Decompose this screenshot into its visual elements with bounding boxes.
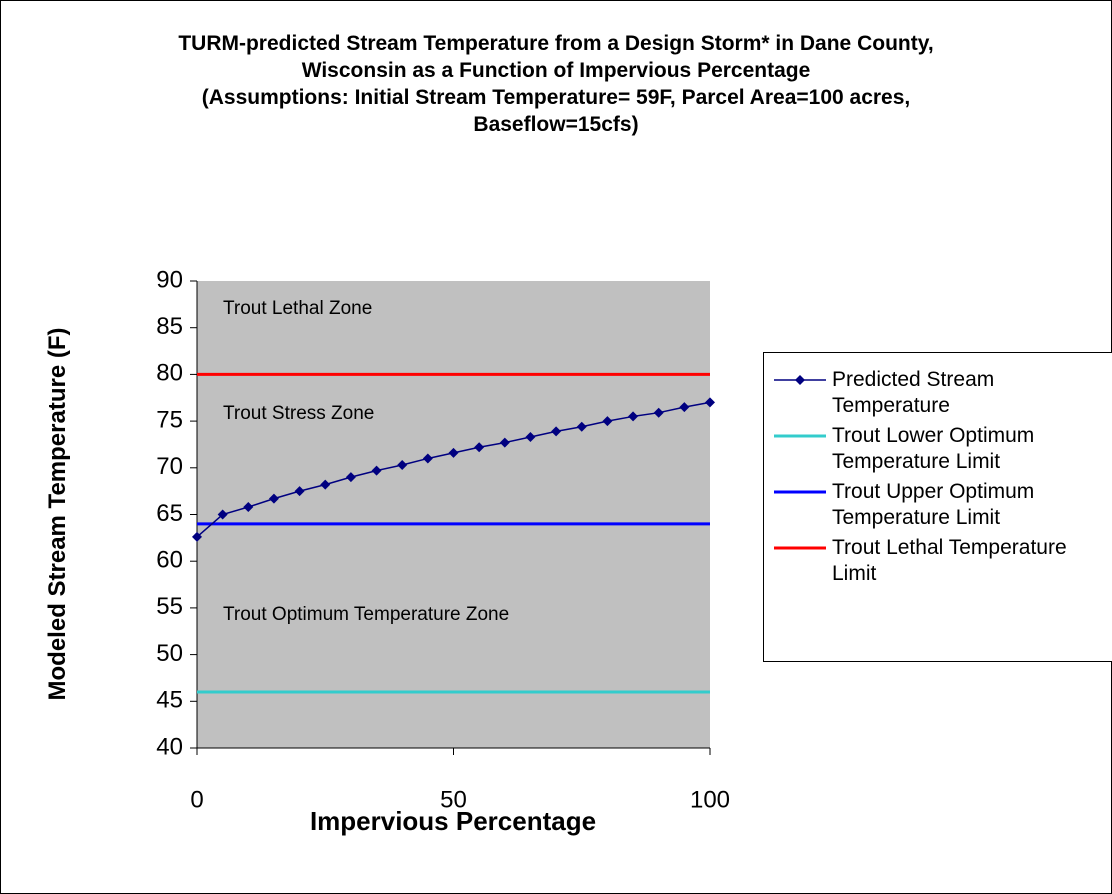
marker xyxy=(448,447,459,458)
plot-area xyxy=(197,281,710,748)
legend-entry: Trout Lethal Temperature Limit xyxy=(772,535,1112,587)
y-tick-label: 80 xyxy=(156,360,183,387)
marker xyxy=(320,479,331,490)
legend-swatch xyxy=(774,375,826,385)
legend-entry: Trout Lower Optimum Temperature Limit xyxy=(772,423,1112,475)
marker xyxy=(422,453,433,464)
marker xyxy=(192,531,202,542)
y-tick-label: 65 xyxy=(156,500,183,527)
marker xyxy=(705,397,715,408)
y-tick-label: 90 xyxy=(156,266,183,293)
legend-marker xyxy=(795,375,805,385)
zone-label: Trout Lethal Zone xyxy=(223,298,372,319)
marker xyxy=(679,402,690,413)
zone-label: Trout Optimum Temperature Zone xyxy=(223,604,509,625)
marker xyxy=(628,411,639,422)
y-tick-label: 70 xyxy=(156,453,183,480)
marker xyxy=(653,407,664,418)
marker xyxy=(551,426,562,437)
legend-swatch xyxy=(774,546,826,550)
x-tick-label: 50 xyxy=(440,786,467,813)
subtitle: (Assumptions: Initial Stream Temperature… xyxy=(201,86,911,136)
zone-label: Trout Stress Zone xyxy=(223,403,374,424)
legend-label: Trout Lethal Temperature Limit xyxy=(832,536,1067,585)
legend-entry: Trout Upper Optimum Temperature Limit xyxy=(772,479,1112,531)
legend-label: Trout Lower Optimum Temperature Limit xyxy=(832,424,1035,473)
y-tick-label: 40 xyxy=(156,733,183,760)
chart-title: TURM-predicted Stream Temperature from a… xyxy=(136,30,976,138)
legend-swatch xyxy=(774,434,826,438)
legend-swatch xyxy=(774,490,826,494)
y-tick-label: 75 xyxy=(156,406,183,433)
y-tick-label: 60 xyxy=(156,547,183,574)
title: TURM-predicted Stream Temperature from a… xyxy=(178,32,934,82)
marker xyxy=(371,465,382,476)
legend-entry: Predicted Stream Temperature xyxy=(772,367,1112,419)
legend-label: Trout Upper Optimum Temperature Limit xyxy=(832,480,1035,529)
marker xyxy=(397,459,408,470)
marker xyxy=(243,502,254,513)
marker xyxy=(499,437,510,448)
legend-label: Predicted Stream Temperature xyxy=(832,368,995,417)
x-tick-label: 0 xyxy=(190,786,203,813)
legend: Predicted Stream Temperature Trout Lower … xyxy=(763,352,1112,662)
x-axis-label: Impervious Percentage xyxy=(310,806,596,836)
y-tick-label: 50 xyxy=(156,640,183,667)
y-tick-label: 85 xyxy=(156,313,183,340)
marker xyxy=(345,472,356,483)
y-axis-label: Modeled Stream Temperature (F) xyxy=(44,327,71,701)
y-tick-label: 45 xyxy=(156,687,183,714)
marker xyxy=(474,442,485,453)
marker xyxy=(217,509,228,520)
marker xyxy=(602,416,613,427)
marker xyxy=(525,431,536,442)
marker xyxy=(268,493,279,504)
marker xyxy=(294,486,305,497)
marker xyxy=(576,421,587,432)
x-tick-label: 100 xyxy=(690,786,730,813)
y-tick-label: 55 xyxy=(156,593,183,620)
